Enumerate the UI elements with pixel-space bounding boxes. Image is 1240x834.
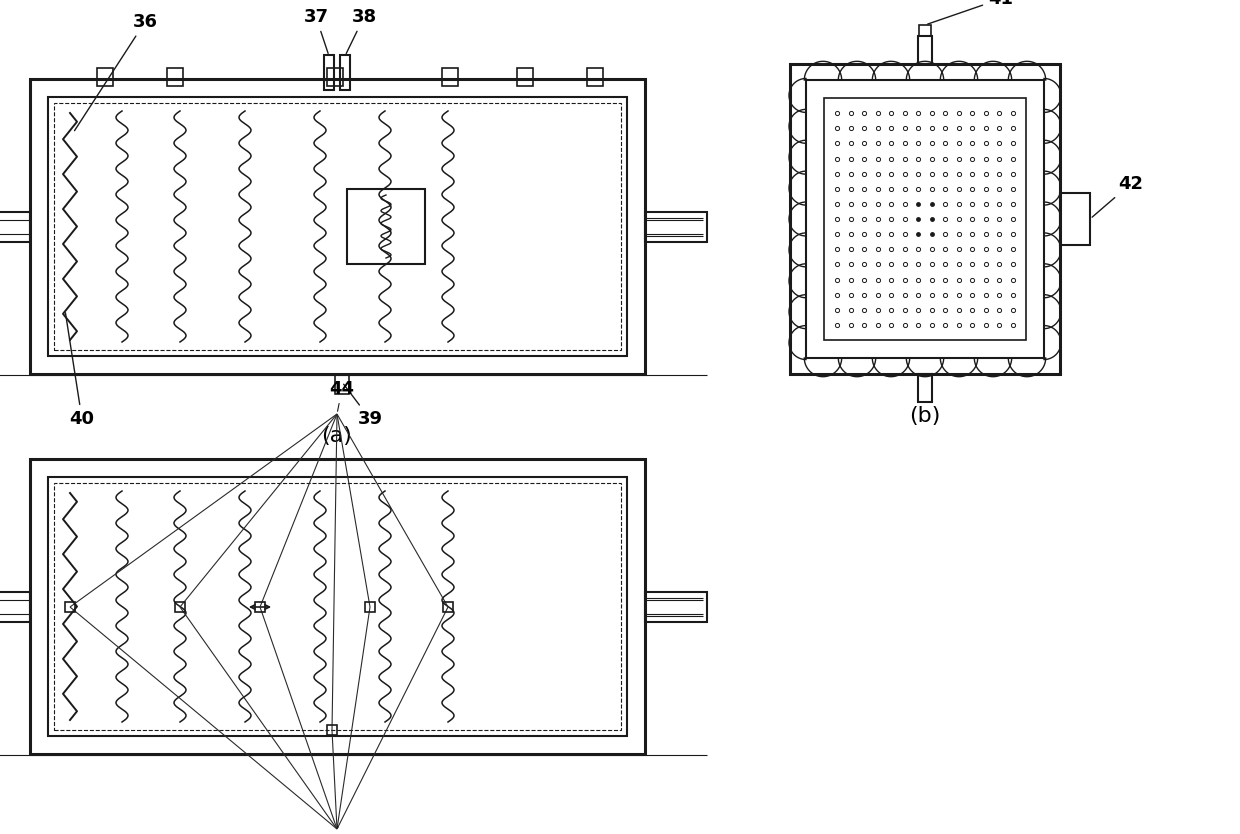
Bar [645,592,707,622]
Bar [919,25,931,36]
Text: 41: 41 [928,0,1013,24]
Bar [806,80,1044,358]
Text: 44: 44 [330,380,355,411]
Bar [825,98,1025,340]
Bar [645,212,707,242]
Bar [255,602,265,612]
Text: (a): (a) [321,426,352,446]
Bar [55,483,621,730]
Bar [30,459,645,754]
Bar [55,103,621,350]
Text: 40: 40 [66,313,94,428]
Bar [790,64,1060,374]
Bar [443,602,453,612]
Bar [327,68,343,86]
Bar [327,725,337,735]
Bar [30,79,645,374]
Bar [97,68,113,86]
Bar [335,374,348,394]
Bar [340,55,350,90]
Bar [918,374,932,402]
Text: 42: 42 [1092,175,1143,217]
Bar [175,602,185,612]
Bar [48,477,627,736]
Text: (b): (b) [909,406,941,426]
Bar [347,189,425,264]
Text: 36: 36 [74,13,157,131]
Bar [0,592,30,622]
Bar [365,602,374,612]
Text: 38: 38 [346,8,377,53]
Bar [1060,193,1090,245]
Bar [167,68,184,86]
Bar [517,68,533,86]
Bar [918,36,932,64]
Text: 39: 39 [343,384,382,428]
Bar [64,602,74,612]
Bar [324,55,334,90]
Bar [441,68,458,86]
Bar [587,68,603,86]
Bar [48,97,627,356]
Text: 43: 43 [330,826,355,834]
Bar [0,212,30,242]
Text: 37: 37 [304,8,329,53]
